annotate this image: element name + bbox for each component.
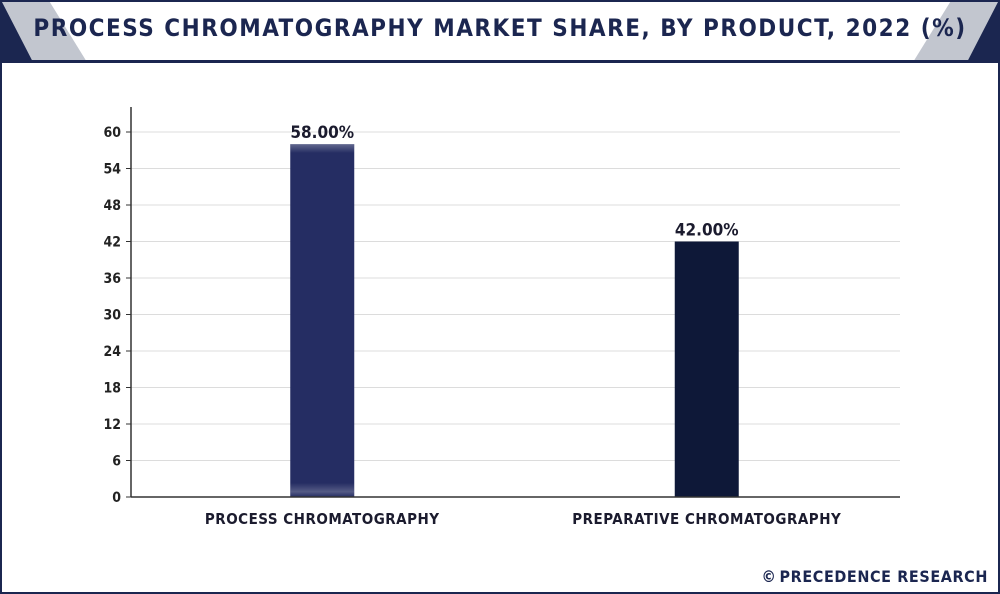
y-tick-label: 0: [112, 490, 121, 506]
x-category-label: PROCESS CHROMATOGRAPHY: [205, 510, 440, 528]
bar: [674, 241, 739, 497]
y-axis-ticks: 0 6 12 18 24 30 36 42 48 54 60: [103, 125, 131, 506]
copyright-icon: ©: [761, 567, 777, 586]
y-tick-label: 24: [103, 344, 121, 360]
y-tick-label: 48: [103, 198, 121, 214]
credit: © PRECEDENCE RESEARCH: [762, 567, 988, 586]
y-tick-label: 42: [103, 235, 121, 251]
header-title-panel: [49, 2, 951, 60]
y-tick-label: 6: [112, 454, 121, 470]
bar-shading: [290, 144, 355, 497]
x-axis-categories: PROCESS CHROMATOGRAPHY PREPARATIVE CHROMA…: [205, 510, 841, 528]
data-labels: 58.00% 42.00%: [290, 123, 738, 240]
bars: [290, 144, 739, 497]
credit-text: PRECEDENCE RESEARCH: [779, 567, 988, 586]
gridlines: [131, 131, 900, 461]
y-tick-label: 18: [103, 381, 121, 397]
y-tick-label: 36: [103, 271, 121, 287]
data-label: 42.00%: [675, 221, 739, 241]
y-tick-label: 12: [103, 417, 121, 433]
y-tick-label: 54: [103, 162, 121, 178]
x-category-label: PREPARATIVE CHROMATOGRAPHY: [572, 510, 841, 528]
header-rule: [2, 60, 998, 63]
y-tick-label: 30: [103, 308, 121, 324]
data-label: 58.00%: [290, 123, 354, 143]
page-title: PROCESS CHROMATOGRAPHY MARKET SHARE, BY …: [33, 14, 967, 42]
y-tick-label: 60: [103, 125, 121, 141]
